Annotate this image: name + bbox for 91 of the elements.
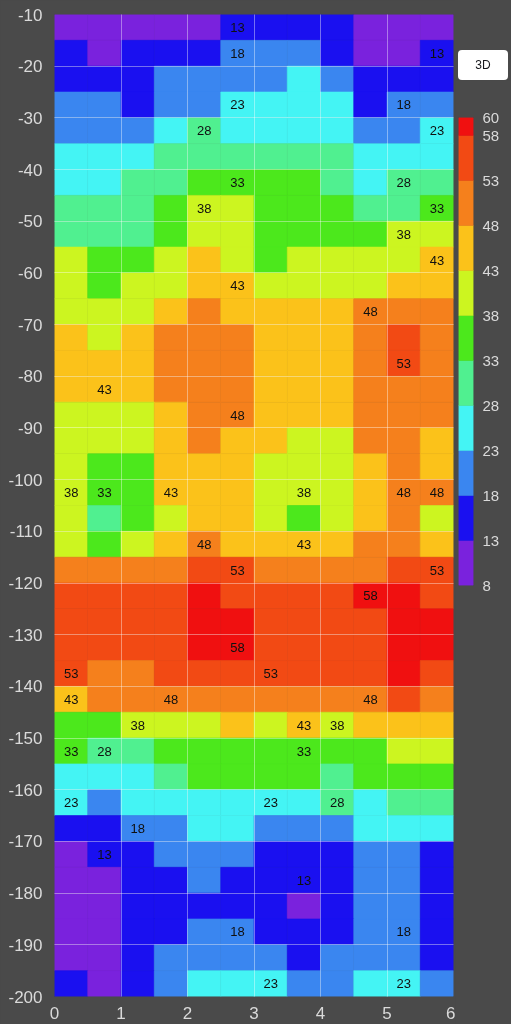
data-label: 43 <box>97 381 112 397</box>
data-label: 38 <box>296 485 312 501</box>
y-tick-label: -20 <box>17 57 43 77</box>
y-tick-label: -160 <box>8 780 43 800</box>
data-label: 43 <box>63 691 79 707</box>
data-label: 23 <box>396 976 411 992</box>
data-label: 43 <box>163 485 179 501</box>
data-label: 53 <box>63 665 79 681</box>
data-label: 18 <box>396 924 411 940</box>
data-label: 18 <box>130 821 145 837</box>
x-tick-label: 6 <box>446 1003 456 1023</box>
x-tick-label: 1 <box>116 1003 126 1023</box>
color-bar-label: 60 <box>482 108 500 126</box>
text: 3D <box>458 50 508 80</box>
data-label: 48 <box>363 691 378 707</box>
y-tick-label: -80 <box>17 367 43 387</box>
y-tick-label: -30 <box>17 108 43 128</box>
data-label: 43 <box>296 536 312 552</box>
data-label: 43 <box>230 278 245 294</box>
data-label: 33 <box>296 743 312 759</box>
y-tick-label: -70 <box>17 315 43 335</box>
data-label: 38 <box>196 200 212 216</box>
data-label: 38 <box>396 226 411 242</box>
color-bar-label: 23 <box>482 441 500 459</box>
data-label: 23 <box>230 97 245 113</box>
data-label: 53 <box>429 562 445 578</box>
data-label: 43 <box>296 717 312 733</box>
data-label: 33 <box>230 174 245 190</box>
data-label: 28 <box>329 795 345 811</box>
x-tick-label: 4 <box>315 1003 326 1023</box>
data-label: 28 <box>196 123 212 139</box>
data-label: 23 <box>263 976 278 992</box>
data-label: 53 <box>396 355 411 371</box>
y-tick-label: -40 <box>17 160 43 180</box>
data-label: 38 <box>329 717 345 733</box>
data-label: 53 <box>230 562 245 578</box>
x-tick-label: 2 <box>182 1003 193 1023</box>
data-label: 48 <box>363 304 378 320</box>
data-label: 28 <box>97 743 112 759</box>
data-label: 23 <box>429 123 445 139</box>
y-tick-label: -50 <box>17 212 43 232</box>
data-label: 33 <box>429 200 445 216</box>
y-tick-label: -130 <box>8 625 43 645</box>
data-label: 33 <box>63 743 79 759</box>
y-tick-label: -100 <box>8 470 43 490</box>
y-tick-label: -190 <box>8 935 43 955</box>
color-bar-label: 13 <box>482 531 500 549</box>
y-tick-label: -90 <box>17 418 43 438</box>
y-tick-label: -200 <box>8 987 43 1007</box>
color-bar-label: 33 <box>482 351 500 369</box>
y-tick-label: -120 <box>8 574 43 594</box>
data-label: 48 <box>396 485 411 501</box>
y-tick-label: -60 <box>17 263 43 283</box>
data-label: 48 <box>429 485 445 501</box>
data-label: 13 <box>296 872 312 888</box>
data-label: 23 <box>263 795 278 811</box>
data-label: 28 <box>396 174 411 190</box>
data-label: 58 <box>363 588 378 604</box>
x-tick-label: 3 <box>249 1003 259 1023</box>
y-tick-label: -150 <box>8 729 43 749</box>
y-tick-label: -180 <box>8 884 43 904</box>
color-bar-label: 8 <box>482 576 491 594</box>
x-tick-label: 0 <box>49 1003 60 1023</box>
color-bar-label: 53 <box>482 171 500 189</box>
y-tick-label: -110 <box>9 522 43 542</box>
data-label: 48 <box>163 691 179 707</box>
data-label: 33 <box>97 485 112 501</box>
color-bar-label: 48 <box>482 216 500 234</box>
data-label: 58 <box>230 640 245 656</box>
data-label: 38 <box>130 717 145 733</box>
color-bar-label: 58 <box>482 126 500 144</box>
y-tick-label: -10 <box>17 5 43 25</box>
color-bar-label: 38 <box>482 306 500 324</box>
data-label: 48 <box>196 536 212 552</box>
data-label: 23 <box>63 795 79 811</box>
color-bar-label: 43 <box>482 261 500 279</box>
color-bar-label: 28 <box>482 396 500 414</box>
data-label: 13 <box>230 19 245 35</box>
data-label: 48 <box>230 407 245 423</box>
data-label: 18 <box>230 45 245 61</box>
x-tick-label: 5 <box>382 1003 392 1023</box>
y-tick-label: -170 <box>8 832 43 852</box>
data-label: 18 <box>396 97 411 113</box>
data-label: 18 <box>230 924 245 940</box>
data-label: 13 <box>97 846 112 862</box>
data-label: 53 <box>263 665 278 681</box>
color-bar-label: 18 <box>482 486 500 504</box>
data-label: 13 <box>429 45 445 61</box>
data-label: 43 <box>429 252 445 268</box>
y-tick-label: -140 <box>8 677 43 697</box>
data-label: 38 <box>63 485 79 501</box>
